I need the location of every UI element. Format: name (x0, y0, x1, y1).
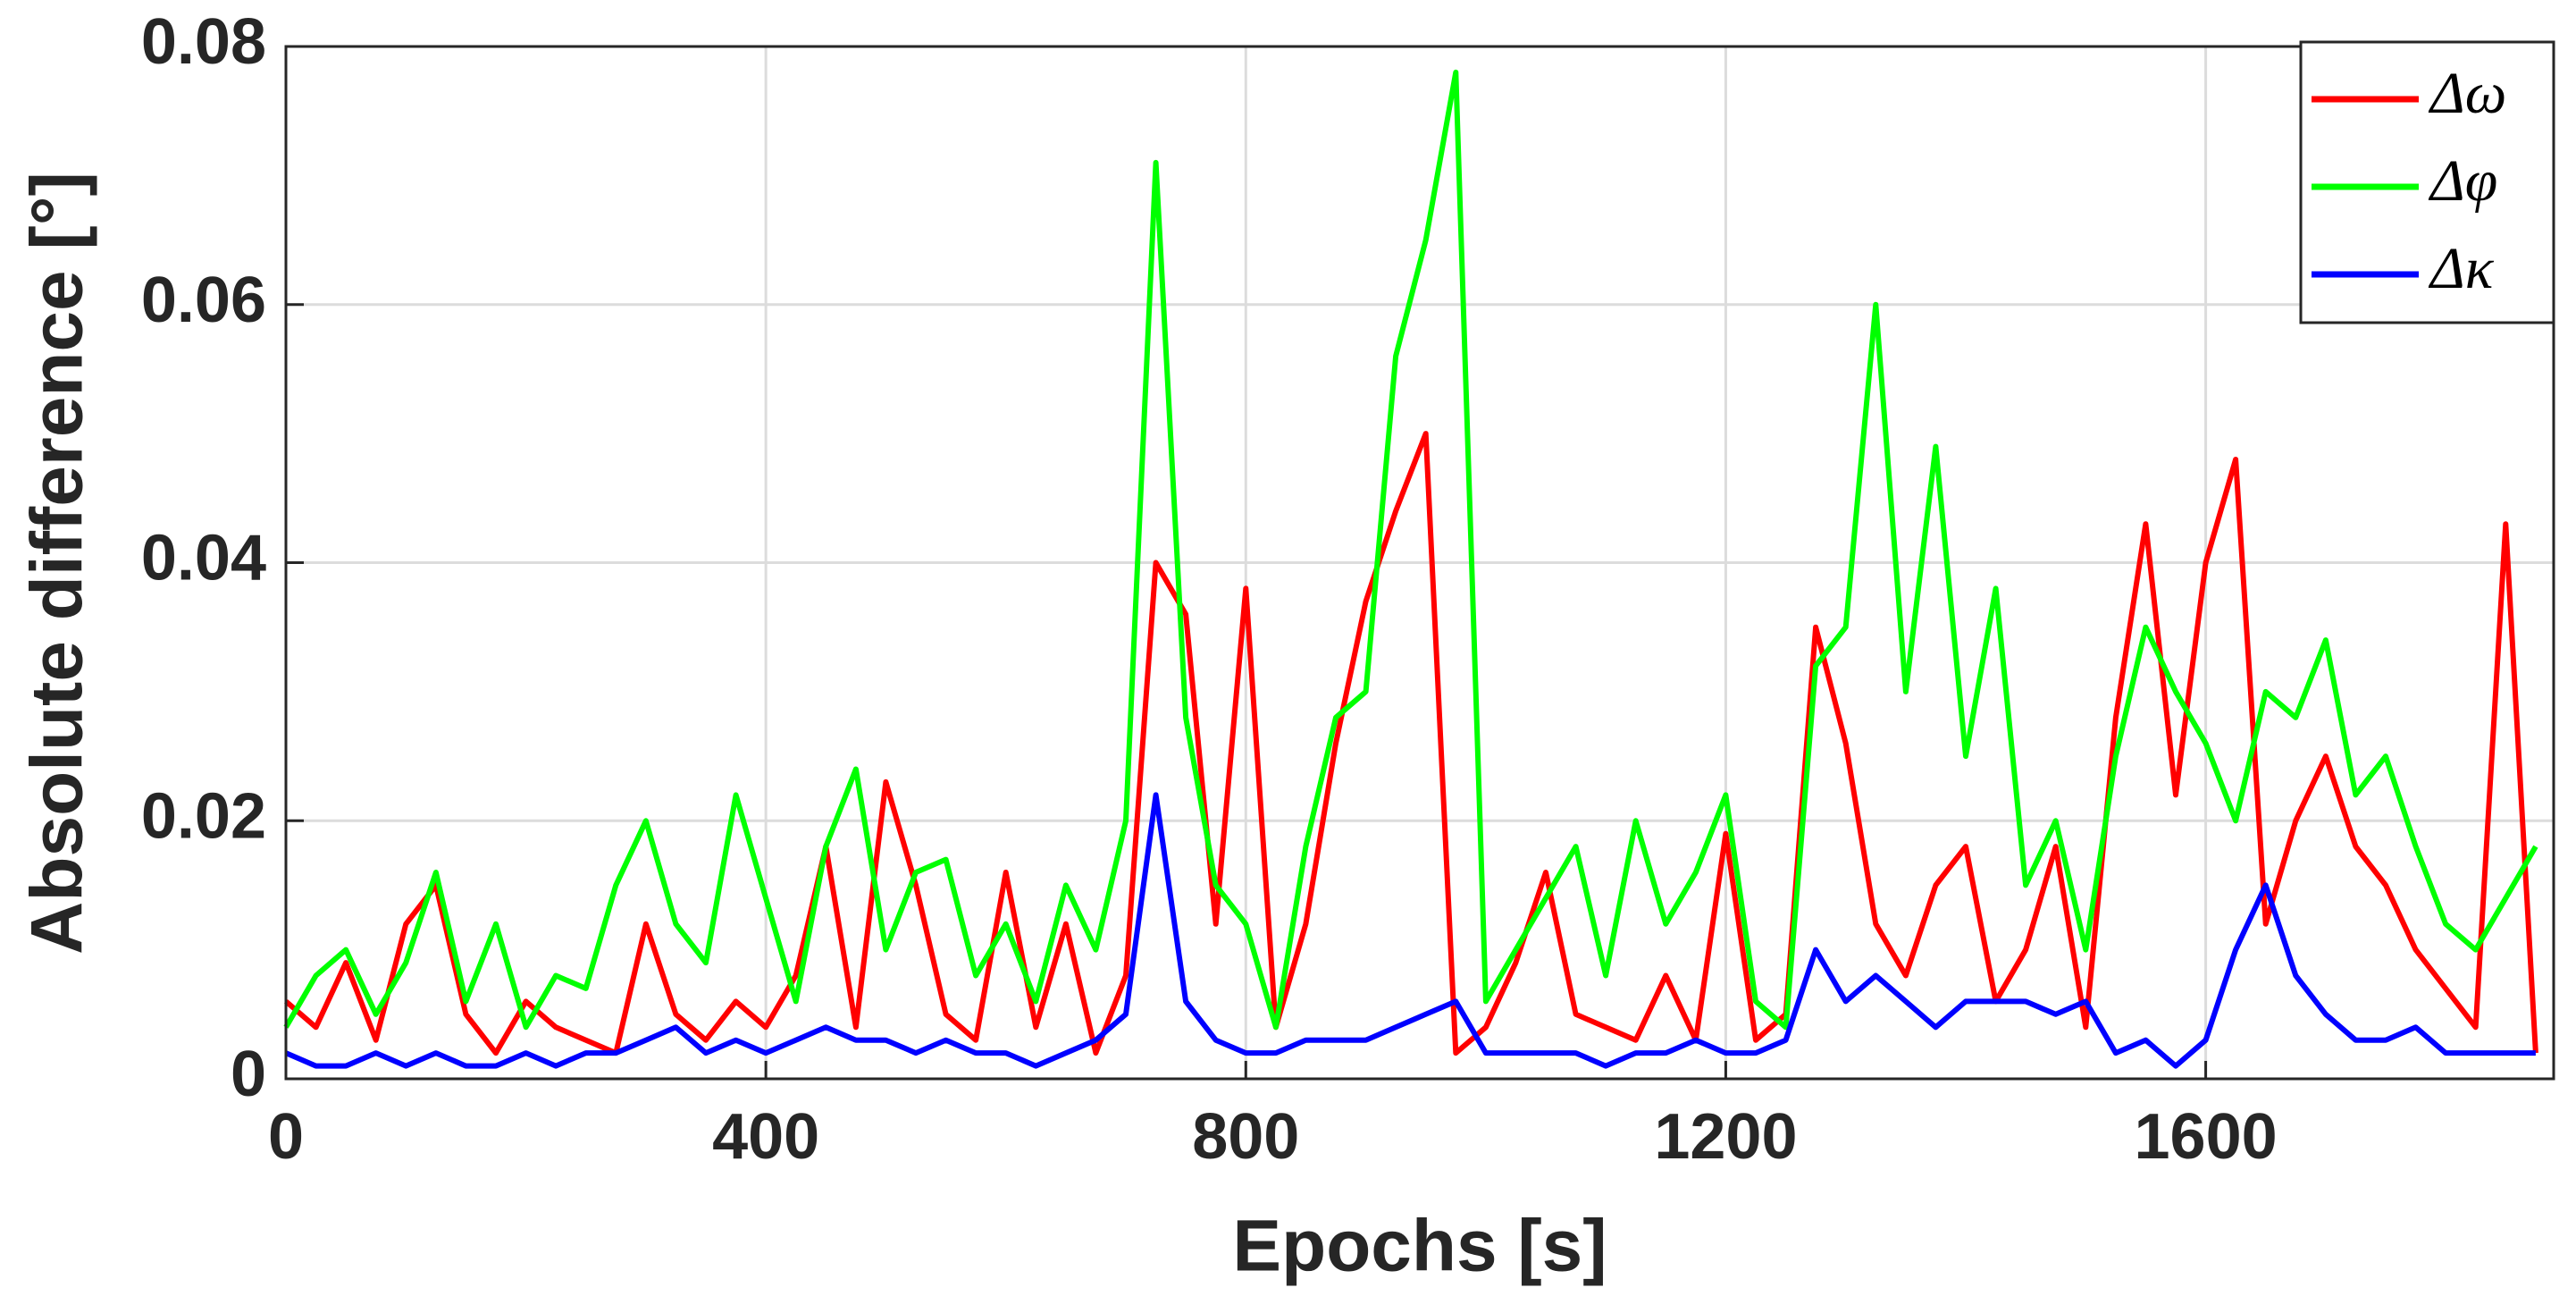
x-tick-label: 1600 (2134, 1101, 2277, 1173)
x-tick-label: 0 (268, 1101, 304, 1173)
x-tick-label: 1200 (1654, 1101, 1797, 1173)
legend-label: Δφ (2428, 148, 2497, 214)
y-tick-label: 0.04 (141, 523, 266, 594)
x-tick-label: 800 (1192, 1101, 1299, 1173)
plot-frame (284, 45, 2555, 1081)
data-line (283, 69, 2538, 1031)
y-axis-title: Absolute difference [°] (17, 172, 98, 955)
y-tick-label: 0.06 (141, 265, 266, 336)
y-tick-label: 0.08 (141, 6, 266, 78)
legend-label: Δω (2428, 61, 2506, 126)
x-tick-label: 400 (712, 1101, 819, 1173)
legend-box (2299, 40, 2555, 324)
y-tick-label: 0.02 (141, 780, 266, 852)
x-axis-title: Epochs [s] (1232, 1206, 1607, 1287)
y-tick-label: 0 (231, 1039, 266, 1110)
data-line (284, 792, 2536, 1069)
legend-label: Δκ (2428, 236, 2495, 301)
